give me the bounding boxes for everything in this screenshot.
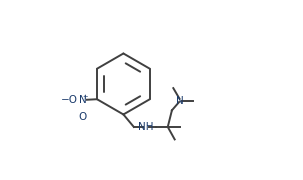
Text: N: N bbox=[176, 96, 184, 106]
Text: −O: −O bbox=[61, 95, 78, 105]
Text: O: O bbox=[78, 112, 87, 122]
Text: NH: NH bbox=[138, 122, 153, 132]
Text: +: + bbox=[82, 94, 88, 100]
Text: N: N bbox=[78, 95, 86, 105]
